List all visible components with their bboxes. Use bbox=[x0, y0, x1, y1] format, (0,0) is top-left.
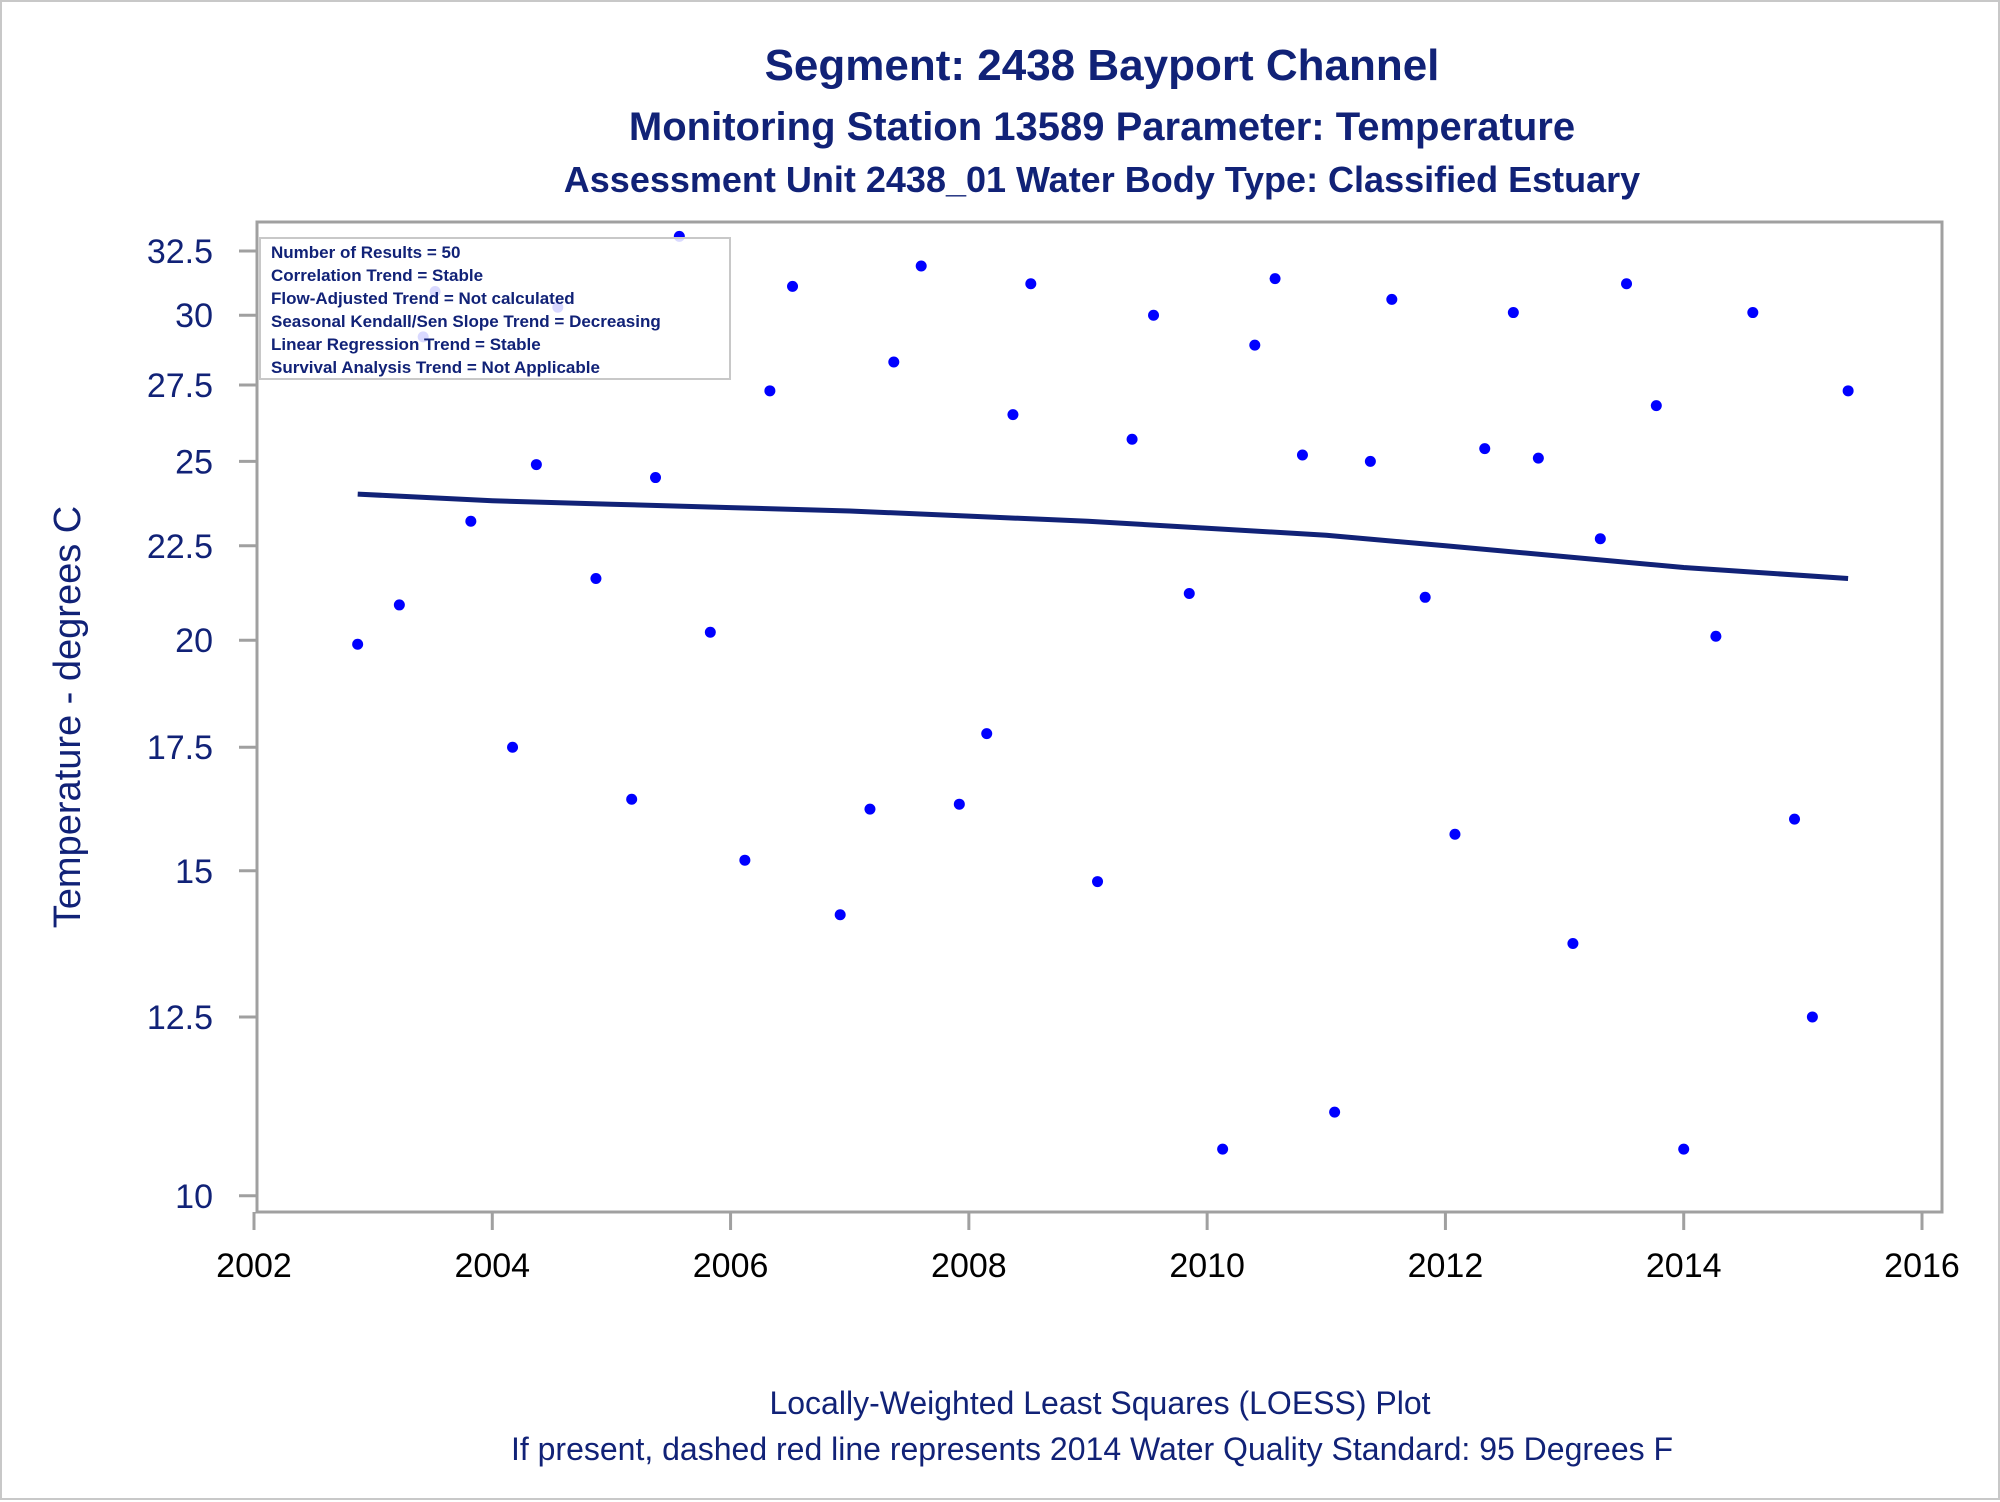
data-point bbox=[1092, 876, 1104, 888]
x-tick-label: 2014 bbox=[1646, 1247, 1722, 1285]
y-tick-label: 32.5 bbox=[147, 233, 213, 271]
y-tick-label: 30 bbox=[175, 297, 213, 335]
data-point bbox=[1479, 443, 1491, 455]
loess-line bbox=[357, 491, 1849, 581]
data-point bbox=[650, 472, 662, 484]
x-tick-label: 2016 bbox=[1884, 1247, 1960, 1285]
data-point bbox=[888, 356, 900, 368]
stat-survival-analysis-trend: Survival Analysis Trend = Not Applicable bbox=[271, 358, 600, 377]
data-point bbox=[1386, 293, 1398, 305]
data-point bbox=[465, 515, 477, 527]
footnote-1: Locally-Weighted Least Squares (LOESS) P… bbox=[769, 1385, 1430, 1421]
data-point bbox=[1148, 309, 1160, 321]
x-tick-label: 2010 bbox=[1169, 1247, 1245, 1285]
stats-box-border bbox=[259, 237, 731, 380]
y-axis: 10 12.5 15 17.5 20 22.5 25 27.5 30 32.5 bbox=[147, 233, 257, 1216]
x-tick-label: 2008 bbox=[931, 1247, 1007, 1285]
data-point bbox=[1007, 409, 1019, 421]
y-tick-label: 10 bbox=[175, 1178, 213, 1216]
plot-area bbox=[255, 220, 1944, 1214]
data-point bbox=[1449, 828, 1461, 840]
data-point bbox=[953, 798, 965, 810]
chart-subtitle-2: Assessment Unit 2438_01 Water Body Type:… bbox=[564, 159, 1640, 200]
data-point bbox=[393, 599, 405, 611]
data-point bbox=[530, 459, 542, 471]
y-tick-label: 22.5 bbox=[147, 528, 213, 566]
data-point bbox=[1567, 937, 1579, 949]
data-point bbox=[1269, 273, 1281, 285]
data-point bbox=[1650, 400, 1662, 412]
data-point bbox=[704, 626, 716, 638]
data-point bbox=[764, 385, 776, 397]
y-tick-label: 12.5 bbox=[147, 999, 213, 1037]
data-point bbox=[1025, 278, 1037, 290]
data-point bbox=[507, 741, 519, 753]
y-tick-label: 25 bbox=[175, 443, 213, 481]
data-point bbox=[1789, 813, 1801, 825]
chart-title: Segment: 2438 Bayport Channel bbox=[765, 41, 1440, 90]
data-point bbox=[1806, 1011, 1818, 1023]
x-tick-label: 2004 bbox=[454, 1247, 530, 1285]
data-point bbox=[1507, 307, 1519, 319]
stat-number-of-results: Number of Results = 50 bbox=[271, 243, 460, 262]
y-tick-label: 17.5 bbox=[147, 729, 213, 767]
data-point bbox=[1594, 533, 1606, 545]
data-point bbox=[864, 803, 876, 815]
x-tick-label: 2006 bbox=[693, 1247, 769, 1285]
data-point bbox=[1747, 307, 1759, 319]
chart-subtitle: Monitoring Station 13589 Parameter: Temp… bbox=[629, 105, 1575, 149]
data-point bbox=[1126, 433, 1138, 445]
x-tick-label: 2002 bbox=[216, 1247, 292, 1285]
data-point bbox=[1678, 1143, 1690, 1155]
stat-correlation-trend: Correlation Trend = Stable bbox=[271, 266, 483, 285]
data-point bbox=[915, 260, 927, 272]
y-tick-label: 15 bbox=[175, 853, 213, 891]
data-point bbox=[1183, 588, 1195, 600]
data-point bbox=[739, 854, 751, 866]
stat-flow-adjusted-trend: Flow-Adjusted Trend = Not calculated bbox=[271, 289, 575, 308]
data-point bbox=[1710, 630, 1722, 642]
data-point bbox=[981, 728, 993, 740]
data-point bbox=[590, 573, 602, 585]
data-point bbox=[1329, 1106, 1341, 1118]
footnote-2: If present, dashed red line represents 2… bbox=[511, 1431, 1673, 1467]
data-point bbox=[1532, 452, 1544, 464]
y-axis-label: Temperature - degrees C bbox=[47, 506, 89, 928]
y-tick-label: 20 bbox=[175, 622, 213, 660]
stat-seasonal-kendall-trend: Seasonal Kendall/Sen Slope Trend = Decre… bbox=[271, 312, 661, 331]
data-point bbox=[1842, 385, 1854, 397]
x-axis: 2002 2004 2006 2008 2010 2012 2014 2016 bbox=[216, 1212, 1960, 1285]
data-point bbox=[1364, 455, 1376, 467]
data-point bbox=[352, 638, 364, 650]
data-point bbox=[1249, 339, 1261, 351]
y-tick-label: 27.5 bbox=[147, 367, 213, 405]
stat-linear-regression-trend: Linear Regression Trend = Stable bbox=[271, 335, 541, 354]
data-point bbox=[626, 793, 638, 805]
data-point bbox=[1419, 591, 1431, 603]
data-point bbox=[1621, 278, 1633, 290]
stats-box: Number of Results = 50 Correlation Trend… bbox=[259, 237, 731, 380]
x-tick-label: 2012 bbox=[1408, 1247, 1484, 1285]
data-point bbox=[1217, 1143, 1229, 1155]
data-point bbox=[787, 280, 799, 292]
data-point bbox=[1296, 449, 1308, 461]
data-point bbox=[834, 909, 846, 921]
